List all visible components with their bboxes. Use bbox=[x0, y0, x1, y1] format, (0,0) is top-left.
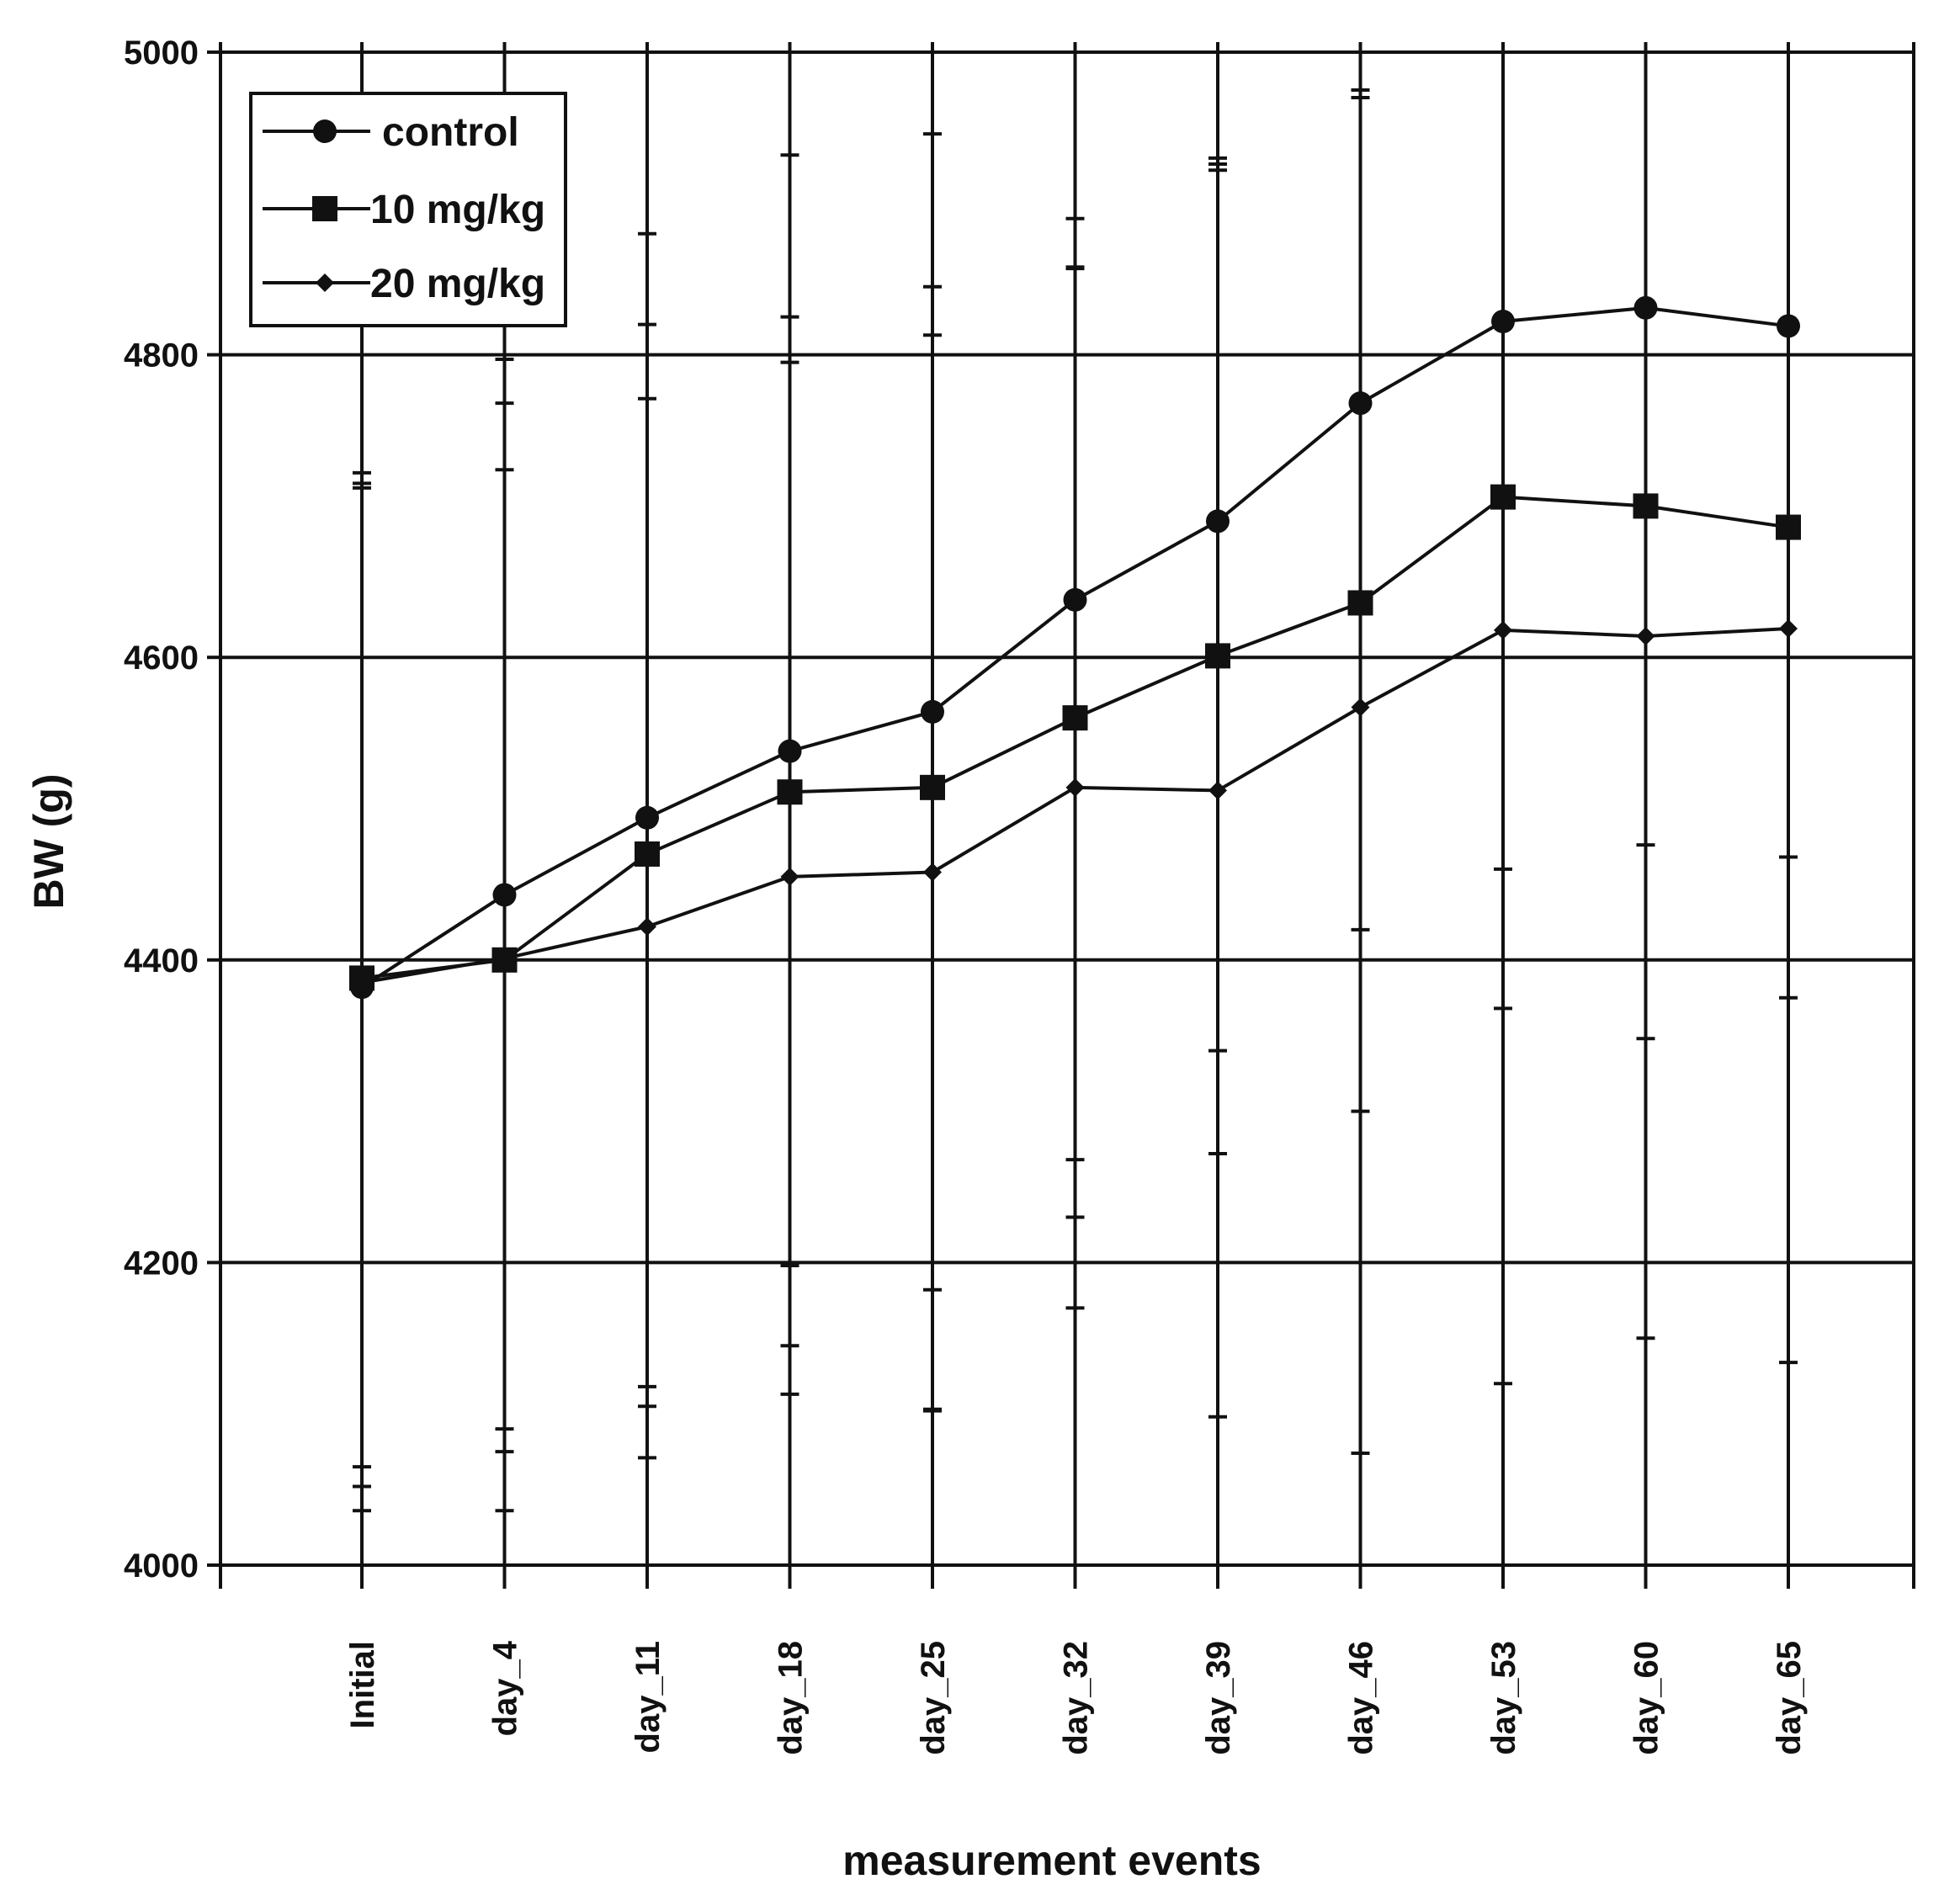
y-tick-label: 4800 bbox=[124, 337, 199, 374]
data-point-10-mg-kg bbox=[1205, 643, 1230, 669]
x-tick-label: day_4 bbox=[487, 1640, 524, 1736]
legend-items: control 10 mg/kg 20 mg/kg bbox=[263, 110, 545, 306]
data-point-control bbox=[1348, 391, 1373, 416]
x-tick-label: day_53 bbox=[1485, 1641, 1522, 1755]
data-point-control bbox=[1633, 295, 1658, 320]
data-point-control bbox=[1206, 509, 1230, 533]
data-point-10-mg-kg bbox=[1490, 484, 1516, 510]
x-tick-label: day_32 bbox=[1058, 1641, 1095, 1755]
y-tick-label: 4400 bbox=[124, 942, 199, 979]
data-point-20-mg-kg bbox=[495, 949, 514, 969]
data-point-20-mg-kg bbox=[1351, 698, 1370, 717]
data-point-10-mg-kg bbox=[920, 774, 945, 800]
x-tick-label: day_18 bbox=[773, 1641, 810, 1755]
x-tick-label: day_11 bbox=[629, 1641, 667, 1753]
data-point-control bbox=[1777, 314, 1800, 338]
data-point-20-mg-kg bbox=[1779, 619, 1798, 639]
series-markers bbox=[349, 295, 1801, 1000]
y-tick-label: 4200 bbox=[124, 1245, 199, 1282]
x-tick-label: Initial bbox=[344, 1641, 381, 1728]
legend-marker-10-mg-kg bbox=[312, 196, 337, 221]
x-tick-label: day_46 bbox=[1343, 1641, 1380, 1755]
x-tick-label: day_65 bbox=[1771, 1641, 1808, 1755]
legend-marker-control bbox=[313, 119, 337, 143]
y-axis-title: BW (g) bbox=[25, 773, 72, 909]
y-tick-label: 4000 bbox=[124, 1547, 199, 1584]
data-point-control bbox=[492, 883, 517, 907]
data-point-20-mg-kg bbox=[638, 917, 656, 937]
data-point-20-mg-kg bbox=[923, 863, 942, 882]
legend-label-control: control bbox=[382, 110, 519, 155]
data-point-10-mg-kg bbox=[1062, 705, 1088, 731]
data-point-20-mg-kg bbox=[1208, 781, 1227, 800]
data-point-control bbox=[635, 805, 659, 830]
data-point-20-mg-kg bbox=[1065, 778, 1085, 797]
x-tick-label: day_39 bbox=[1200, 1641, 1237, 1755]
data-point-control bbox=[1063, 587, 1087, 612]
data-point-10-mg-kg bbox=[1776, 514, 1801, 540]
y-tick-labels: 4000 4200 4400 4600 4800 5000 bbox=[124, 35, 199, 1584]
data-point-10-mg-kg bbox=[1347, 590, 1373, 616]
data-point-10-mg-kg bbox=[1633, 493, 1659, 519]
legend-label-20-mg-kg: 20 mg/kg bbox=[370, 262, 545, 306]
data-point-20-mg-kg bbox=[1636, 627, 1655, 646]
legend-label-10-mg-kg: 10 mg/kg bbox=[370, 188, 545, 232]
data-point-10-mg-kg bbox=[777, 779, 803, 805]
x-tick-label: day_60 bbox=[1628, 1641, 1665, 1755]
legend: control 10 mg/kg 20 mg/kg bbox=[249, 92, 567, 327]
y-tick-label: 4600 bbox=[124, 640, 199, 677]
y-tick-label: 5000 bbox=[124, 35, 199, 72]
data-point-10-mg-kg bbox=[635, 841, 660, 867]
x-axis-title: measurement events bbox=[842, 1837, 1261, 1884]
legend-marker-20-mg-kg bbox=[316, 273, 334, 292]
data-point-control bbox=[778, 739, 802, 763]
data-point-20-mg-kg bbox=[1494, 620, 1512, 640]
x-tick-labels: Initial day_4 day_11 day_18 day_25 day_32 day_… bbox=[344, 1640, 1808, 1754]
data-point-20-mg-kg bbox=[780, 867, 799, 886]
data-point-control bbox=[1491, 310, 1515, 334]
x-tick-label: day_25 bbox=[915, 1641, 952, 1755]
data-point-20-mg-kg bbox=[353, 973, 371, 992]
data-point-control bbox=[921, 699, 944, 724]
error-bars bbox=[353, 50, 1798, 1513]
